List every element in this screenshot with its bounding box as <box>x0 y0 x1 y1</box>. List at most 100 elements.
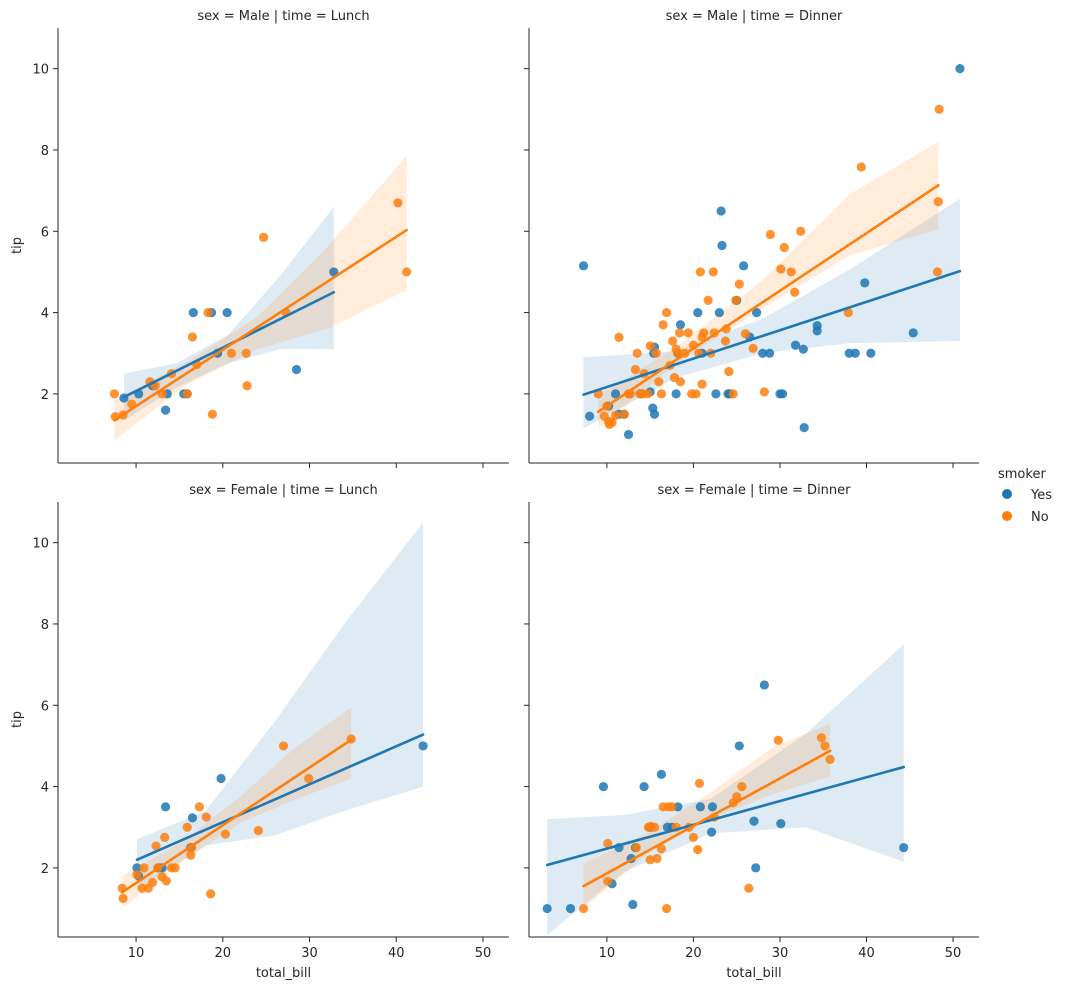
x-axis-label: total_bill <box>256 966 311 981</box>
data-point-yes <box>899 842 909 853</box>
legend-marker-yes <box>1002 489 1012 499</box>
confidence-band-no <box>583 723 831 909</box>
data-point-no <box>731 295 741 305</box>
y-axis-label: tip <box>10 711 25 728</box>
data-point-no <box>656 844 667 854</box>
data-point-yes <box>542 903 552 914</box>
x-axis-label: total_bill <box>726 966 781 981</box>
data-point-yes <box>160 405 171 415</box>
data-point-no <box>578 903 589 914</box>
regression-line-yes <box>582 269 962 397</box>
data-point-no <box>151 841 161 851</box>
data-point-yes <box>860 278 870 288</box>
data-point-yes <box>866 348 876 358</box>
data-point-yes <box>598 781 609 792</box>
data-point-no <box>699 328 709 338</box>
data-point-no <box>724 366 734 377</box>
data-point-no <box>658 320 668 330</box>
data-point-yes <box>790 340 801 350</box>
x-tick-label: 30 <box>772 946 789 961</box>
data-point-no <box>187 332 198 342</box>
data-point-no <box>695 267 705 277</box>
data-point-yes <box>776 818 786 829</box>
data-point-yes <box>764 348 775 358</box>
data-point-no <box>683 328 693 338</box>
legend-label-yes: Yes <box>1030 488 1052 503</box>
x-tick-label: 40 <box>388 946 405 961</box>
data-point-no <box>737 781 747 792</box>
data-point-yes <box>649 409 660 419</box>
data-point-yes <box>777 389 788 399</box>
data-point-no <box>728 389 738 399</box>
data-point-no <box>610 410 621 421</box>
y-tick-label: 2 <box>41 862 49 877</box>
data-point-no <box>656 389 667 399</box>
data-point-yes <box>675 320 686 330</box>
data-point-no <box>820 741 830 751</box>
data-point-no <box>744 883 754 893</box>
data-point-no <box>645 855 655 865</box>
data-point-no <box>220 829 230 839</box>
confidence-band-yes <box>123 206 334 421</box>
regression-line-no <box>582 749 832 888</box>
data-point-no <box>732 792 742 802</box>
data-point-yes <box>751 307 762 318</box>
legend: smoker Yes No <box>998 467 1052 525</box>
data-point-yes <box>188 307 198 318</box>
x-tick-label: 50 <box>475 946 492 961</box>
data-point-no <box>932 267 943 277</box>
data-point-no <box>186 850 196 860</box>
data-point-no <box>161 876 172 886</box>
confidence-band-no <box>114 156 407 441</box>
y-axis-label: tip <box>10 237 25 254</box>
data-point-no <box>160 832 170 842</box>
legend-marker-no <box>1002 511 1012 521</box>
data-point-no <box>675 377 686 387</box>
data-point-no <box>619 409 629 419</box>
regression-line-yes <box>545 765 906 867</box>
data-point-yes <box>798 344 808 354</box>
data-point-no <box>734 279 744 289</box>
confidence-band-yes <box>136 522 424 891</box>
data-point-no <box>203 307 213 318</box>
data-point-no <box>147 877 158 888</box>
confidence-band-yes <box>547 644 904 935</box>
data-point-no <box>776 264 786 274</box>
facet-panel: sex = Female | time = Dinner 10 20 30 40 50 to… <box>524 483 979 981</box>
data-point-no <box>786 267 796 277</box>
data-point-no <box>258 232 269 242</box>
data-point-yes <box>639 781 649 792</box>
data-point-no <box>182 389 192 399</box>
data-point-no <box>632 348 642 358</box>
data-point-no <box>773 735 783 745</box>
data-point-yes <box>759 680 769 690</box>
data-point-no <box>693 844 703 855</box>
data-point-yes <box>799 423 809 433</box>
x-tick-label: 30 <box>301 946 318 961</box>
data-point-yes <box>707 802 718 812</box>
data-point-yes <box>693 307 703 318</box>
y-tick-label: 2 <box>41 388 49 403</box>
data-point-no <box>816 733 827 743</box>
data-point-no <box>242 381 252 391</box>
data-point-no <box>649 822 660 832</box>
data-point-no <box>614 332 624 342</box>
panel-title: sex = Male | time = Dinner <box>666 9 843 24</box>
data-point-yes <box>160 802 171 812</box>
data-point-yes <box>671 389 681 399</box>
data-point-no <box>720 336 731 346</box>
y-tick-label: 8 <box>41 618 49 633</box>
data-point-no <box>642 389 653 399</box>
data-point-yes <box>132 863 142 873</box>
data-point-no <box>856 162 866 172</box>
x-tick-label: 40 <box>858 946 875 961</box>
data-point-yes <box>850 348 860 358</box>
data-point-yes <box>812 326 822 336</box>
data-point-no <box>393 198 403 208</box>
panel-title: sex = Male | time = Lunch <box>197 9 369 24</box>
data-point-no <box>688 832 699 842</box>
confidence-band-no <box>122 707 352 909</box>
x-tick-label: 10 <box>128 946 145 961</box>
data-point-no <box>630 364 641 375</box>
data-point-no <box>934 104 944 114</box>
